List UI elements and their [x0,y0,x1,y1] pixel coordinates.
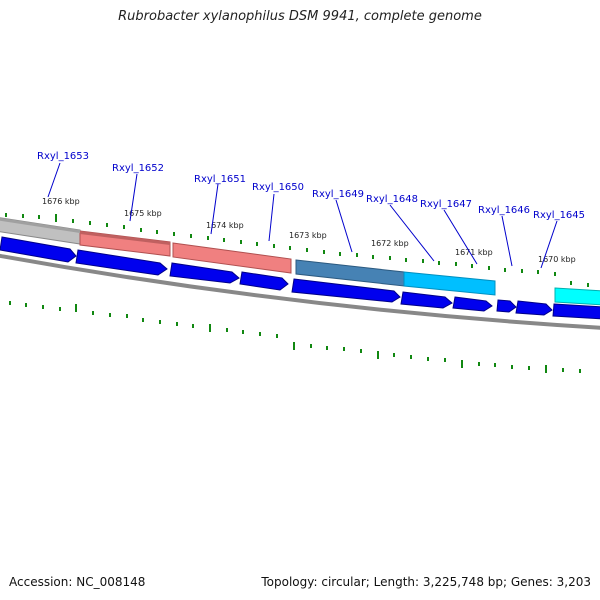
kbp-scale: 1676 kbp 1675 kbp 1674 kbp 1673 kbp 1672… [42,197,576,264]
accession-text: Accession: NC_008148 [9,575,146,589]
gene-leaders [47,162,558,269]
kbp-label: 1673 kbp [289,231,327,240]
segment-red-2 [172,242,292,274]
gene-segments [0,217,600,306]
segment-red-1 [79,230,171,257]
segment-skyblue [403,271,496,296]
gene-label: Rxyl_1653 [37,151,89,162]
gene-label: Rxyl_1647 [420,199,472,210]
gene-label: Rxyl_1648 [366,194,418,205]
gene-arrow [75,249,168,276]
kbp-label: 1674 kbp [206,221,244,230]
gene-arrow [452,296,493,312]
genome-stats-text: Topology: circular; Length: 3,225,748 bp… [261,575,591,589]
inner-ticks [9,301,581,373]
gene-arrows [0,236,600,320]
gene-arrow [239,271,289,291]
gene-label: Rxyl_1652 [112,163,164,174]
gene-arrow [552,303,600,320]
segment-cyan [554,287,600,306]
map-title: Rubrobacter xylanophilus DSM 9941, compl… [118,9,482,24]
kbp-label: 1671 kbp [455,248,493,257]
genome-backbone [0,253,600,330]
kbp-label: 1675 kbp [124,209,162,218]
gene-label: Rxyl_1649 [312,189,364,200]
gene-arrow [400,291,453,309]
gene-arrow [291,278,401,303]
gene-arrow [496,299,517,313]
kbp-label: 1676 kbp [42,197,80,206]
gene-arrow [169,262,240,284]
gene-arrow [515,300,553,316]
kbp-label: 1670 kbp [538,255,576,264]
gene-label: Rxyl_1650 [252,182,304,193]
gene-label: Rxyl_1651 [194,174,246,185]
outer-ticks [5,213,589,287]
gene-label: Rxyl_1645 [533,210,585,221]
gene-labels: Rxyl_1653 Rxyl_1652 Rxyl_1651 Rxyl_1650 … [37,151,585,221]
gene-label: Rxyl_1646 [478,205,530,216]
kbp-label: 1672 kbp [371,239,409,248]
gene-arrow [0,236,77,263]
